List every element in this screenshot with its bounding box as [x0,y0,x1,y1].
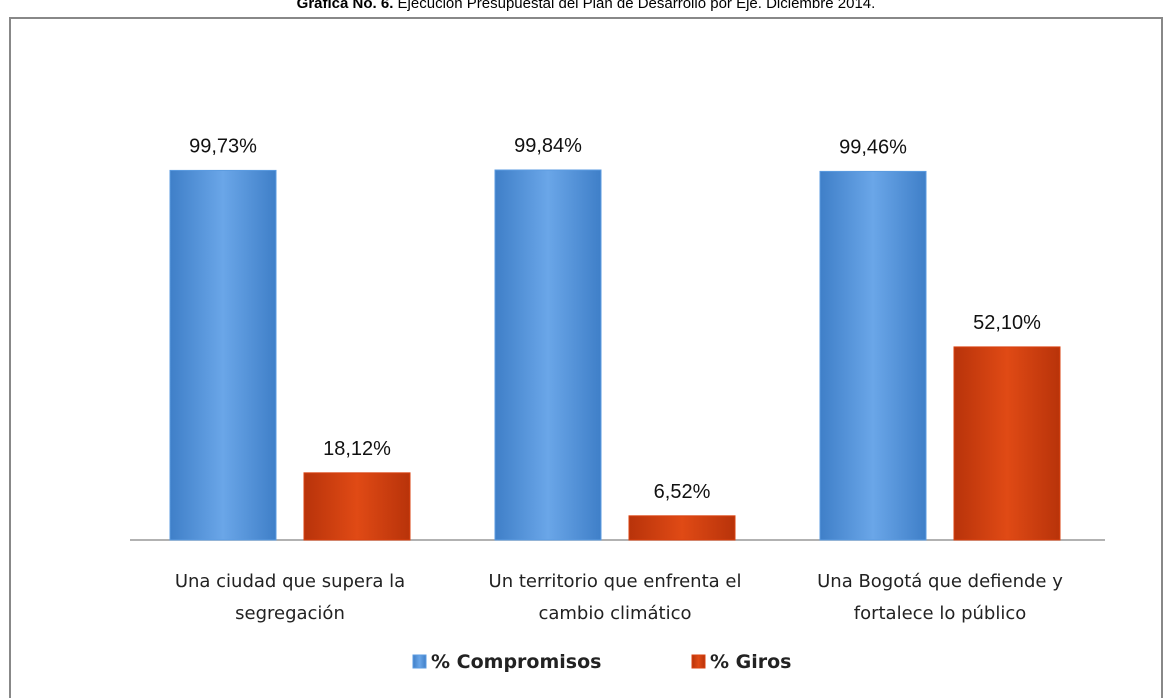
legend-label: % Giros [710,651,792,673]
bar [819,170,927,541]
bar [303,472,411,541]
value-label: 52,10% [973,312,1041,334]
legend-swatch [412,654,427,669]
bar [169,169,277,541]
value-label: 99,84% [514,135,582,157]
value-label: 99,46% [839,136,907,158]
x-tick-label: Un territorio que enfrenta el cambio cli… [488,571,742,624]
legend-swatch [691,654,706,669]
title-text: Ejecución Presupuestal del Plan de Desar… [398,0,876,12]
bar [953,346,1061,541]
legend-label: % Compromisos [431,651,601,673]
value-label: 99,73% [189,135,257,157]
x-tick-label: Una ciudad que supera la segregación [174,571,406,624]
x-tick-label: Una Bogotá que defiende y fortalece lo p… [817,571,1063,624]
value-label: 18,12% [323,438,391,460]
title-label: Gráfica No. 6. [297,0,394,12]
bar [494,169,602,541]
value-label: 6,52% [654,481,711,503]
chart-title: Gráfica No. 6. Ejecución Presupuestal de… [297,0,876,12]
bar [628,515,736,541]
